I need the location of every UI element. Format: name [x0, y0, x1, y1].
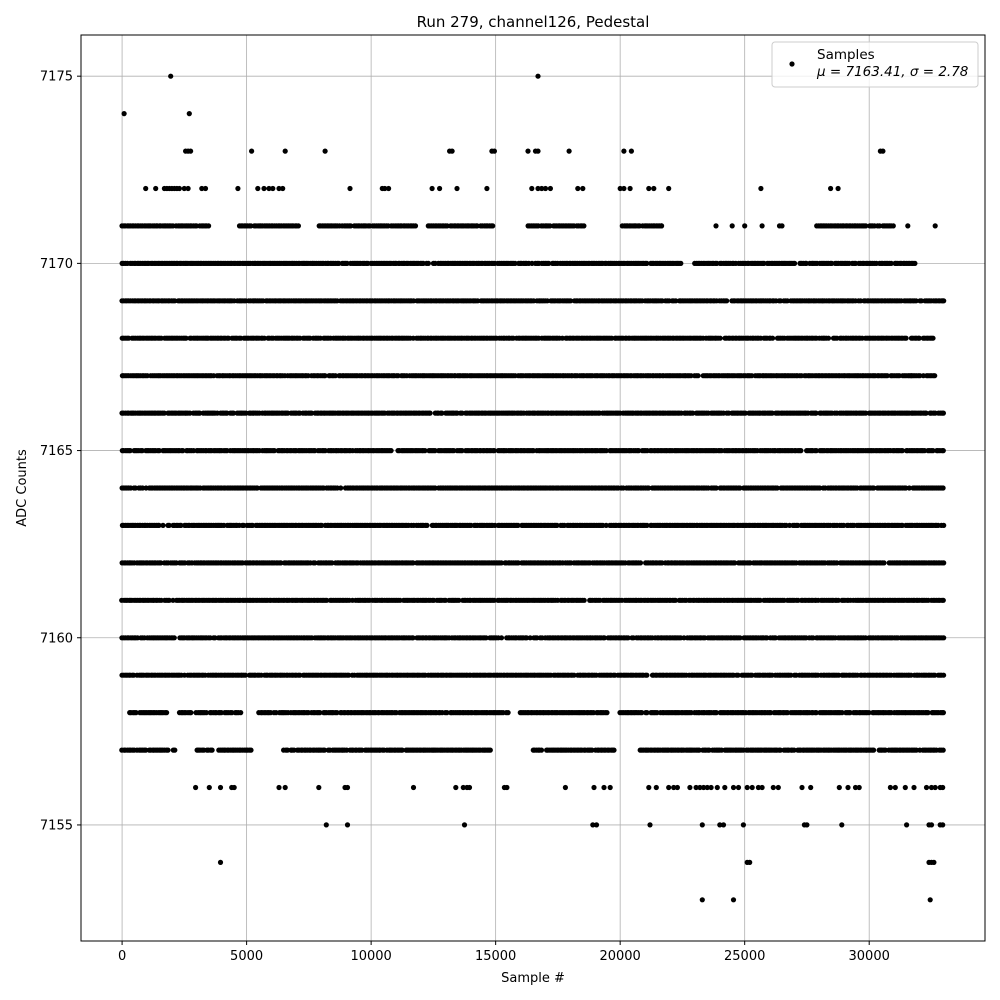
- data-point: [538, 747, 545, 753]
- data-point: [171, 635, 177, 641]
- data-point: [925, 710, 931, 716]
- data-point: [338, 485, 344, 491]
- data-point: [133, 710, 139, 716]
- data-point: [317, 710, 323, 716]
- data-points: [119, 73, 947, 903]
- data-point: [866, 710, 872, 716]
- data-point: [160, 522, 166, 529]
- data-point: [346, 672, 352, 678]
- data-point: [166, 597, 172, 603]
- data-point: [505, 710, 511, 716]
- data-point: [238, 710, 244, 716]
- data-point: [165, 747, 171, 753]
- data-point: [491, 597, 497, 603]
- data-point: [941, 635, 947, 641]
- data-point: [487, 747, 493, 753]
- data-point: [940, 710, 947, 716]
- data-point: [483, 635, 489, 641]
- data-point: [940, 747, 946, 753]
- data-point: [757, 597, 763, 603]
- data-point: [777, 747, 784, 753]
- data-point: [791, 747, 797, 753]
- data-point: [735, 672, 741, 678]
- data-point: [839, 710, 845, 716]
- data-point: [527, 635, 533, 641]
- data-point: [188, 710, 194, 716]
- data-point: [940, 448, 946, 454]
- data-point: [571, 672, 577, 678]
- data-point: [625, 635, 631, 641]
- data-point: [410, 635, 416, 641]
- data-point: [772, 635, 779, 641]
- data-point: [524, 635, 530, 641]
- data-point: [444, 710, 450, 716]
- data-point: [498, 635, 505, 641]
- data-point: [172, 747, 178, 753]
- data-point: [835, 597, 842, 603]
- data-point: [456, 597, 462, 603]
- data-point: [581, 597, 587, 603]
- data-point: [695, 373, 701, 379]
- data-point: [164, 710, 170, 716]
- data-point: [737, 635, 743, 641]
- data-point: [713, 710, 720, 716]
- data-point: [788, 672, 794, 678]
- data-point: [203, 710, 209, 716]
- data-point: [427, 410, 433, 416]
- data-point: [424, 522, 430, 529]
- data-point: [871, 747, 877, 753]
- data-point: [881, 560, 887, 566]
- data-point: [321, 747, 328, 753]
- data-point: [399, 747, 405, 753]
- data-point: [388, 448, 394, 454]
- data-point: [813, 710, 819, 716]
- data-point: [601, 635, 608, 641]
- data-point: [941, 560, 947, 566]
- data-point: [637, 560, 644, 566]
- data-point: [644, 710, 650, 716]
- data-point: [324, 597, 330, 603]
- data-point: [334, 710, 340, 716]
- data-point: [589, 747, 595, 753]
- data-point: [941, 672, 947, 678]
- data-point: [940, 410, 947, 416]
- data-point: [611, 747, 617, 753]
- data-point: [932, 373, 938, 379]
- data-point: [248, 747, 254, 753]
- data-point: [242, 672, 248, 678]
- data-point: [209, 747, 215, 753]
- data-point: [940, 597, 946, 603]
- data-point: [940, 485, 946, 491]
- data-point: [639, 710, 645, 716]
- data-point: [604, 710, 610, 716]
- data-point: [644, 672, 650, 678]
- data-point: [672, 597, 679, 603]
- data-point: [798, 448, 804, 454]
- data-point: [941, 522, 947, 529]
- data-point: [696, 747, 702, 753]
